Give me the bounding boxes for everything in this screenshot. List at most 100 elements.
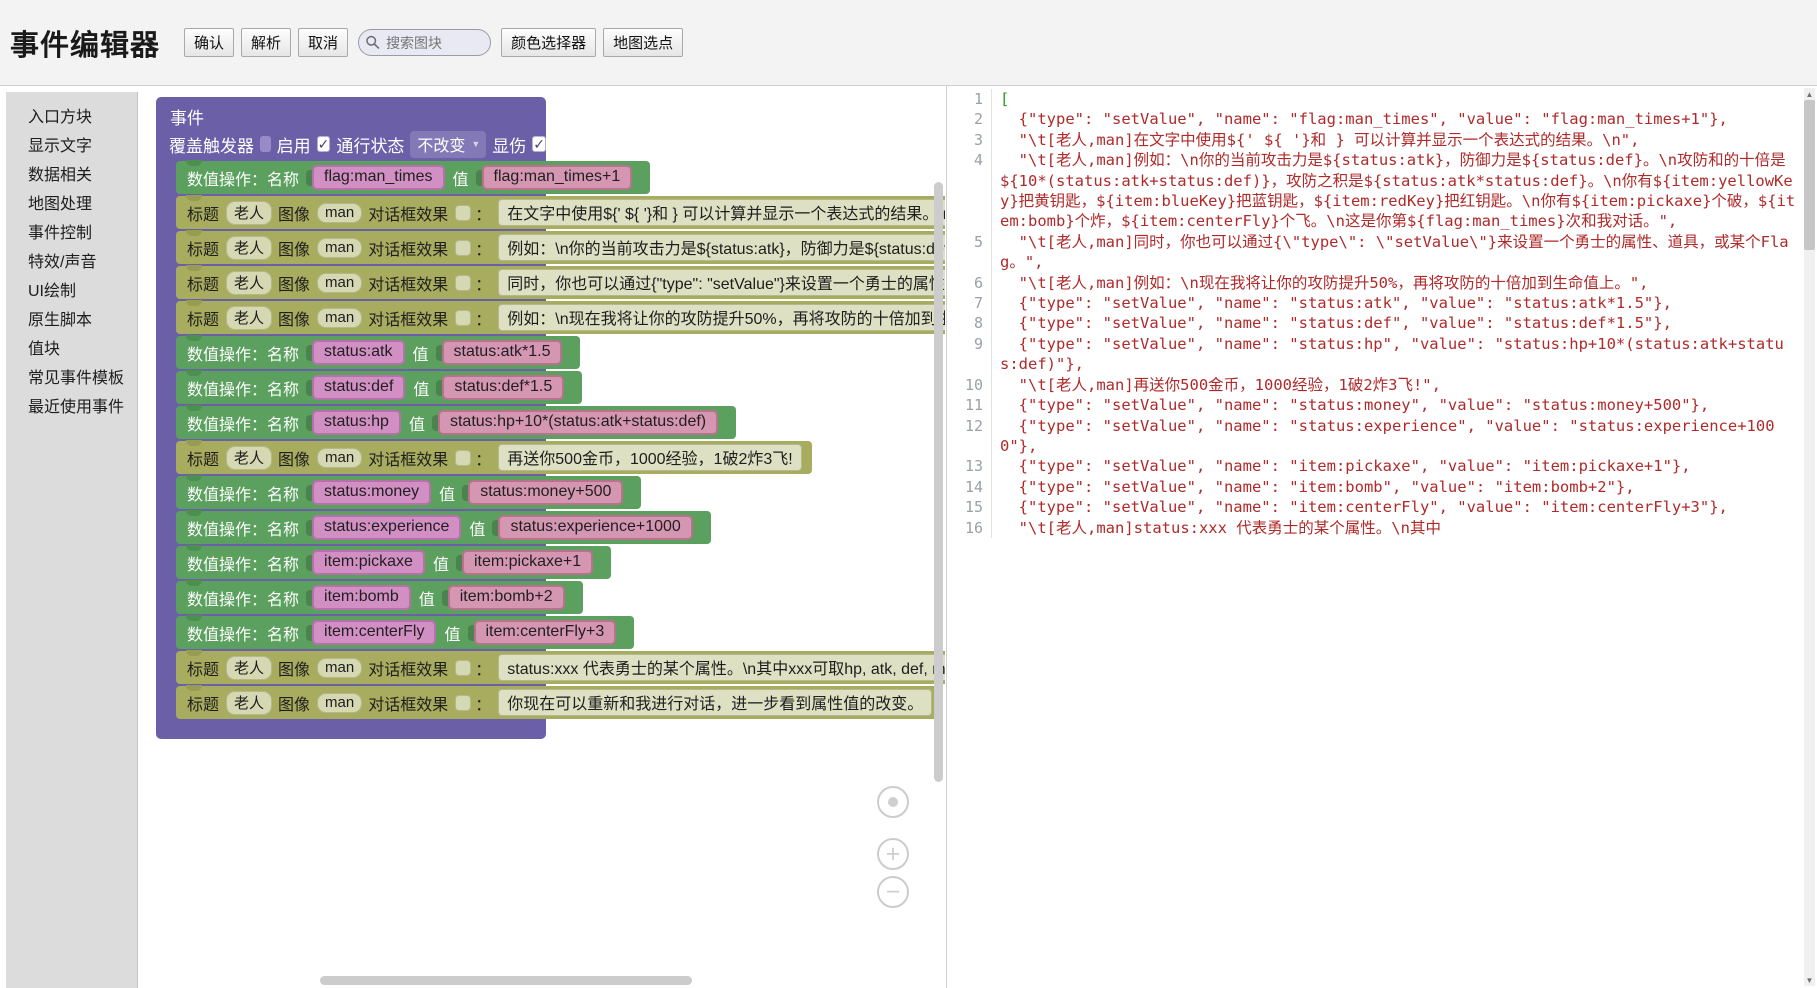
text-content-field[interactable]: 同时，你也可以通过{"type": "setValue"}来设置一个勇士的属性、…: [498, 269, 945, 296]
search-box[interactable]: [358, 29, 492, 56]
setvalue-block[interactable]: 数值操作：名称 status:experience 值 status:experien…: [176, 510, 711, 544]
json-code-text[interactable]: [ {"type": "setValue", "name": "flag:man…: [991, 89, 1802, 538]
setvalue-block[interactable]: 数值操作：名称 item:centerFly 值 item:centerFly+3: [176, 615, 635, 649]
text-speaker-field[interactable]: 老人: [226, 270, 273, 295]
setvalue-value-field[interactable]: item:bomb+2: [447, 585, 565, 610]
line-number: 10: [964, 375, 983, 394]
setvalue-name-field[interactable]: status:experience: [312, 515, 462, 540]
sidebar-item-0[interactable]: 入口方块: [6, 103, 137, 132]
text-speaker-field[interactable]: 老人: [226, 445, 273, 470]
text-content-field[interactable]: 在文字中使用${' ${ '}和 } 可以计算并显示一个表达式的结果。\n: [498, 199, 945, 226]
text-block[interactable]: 标题 老人 图像 man 对话框效果 ： status:xxx 代表勇士的某个属性。\n其中…: [176, 650, 945, 684]
text-content-field[interactable]: 你现在可以重新和我进行对话，进一步看到属性值的改变。: [498, 689, 933, 716]
setvalue-value-field[interactable]: status:atk*1.5: [441, 340, 563, 365]
text-block[interactable]: 标题 老人 图像 man 对话框效果 ： 例如：\n现在我将让你的攻防提升50%，再将攻防的…: [176, 300, 945, 334]
setvalue-block[interactable]: 数值操作：名称 status:money 值 status:money+500: [176, 475, 642, 509]
setvalue-block[interactable]: 数值操作：名称 item:bomb 值 item:bomb+2: [176, 580, 583, 614]
text-title-label: 标题: [187, 311, 220, 329]
zoom-in-icon[interactable]: +: [877, 838, 909, 870]
text-block[interactable]: 标题 老人 图像 man 对话框效果 ： 同时，你也可以通过{"type": "setVal…: [176, 265, 945, 299]
setvalue-name-field[interactable]: status:hp: [312, 410, 401, 435]
sidebar-item-6[interactable]: UI绘制: [6, 277, 137, 306]
text-block[interactable]: 标题 老人 图像 man 对话框效果 ： 再送你500金币，1000经验，1破2炸3飞!: [176, 440, 812, 474]
setvalue-name-field[interactable]: status:def: [312, 375, 406, 400]
show-damage-checkbox[interactable]: ✓: [532, 136, 546, 152]
setvalue-value-field[interactable]: status:experience+1000: [498, 515, 693, 540]
text-content-field[interactable]: 例如：\n你的当前攻击力是${status:atk}，防御力是${status:…: [498, 234, 945, 261]
setvalue-name-field[interactable]: item:centerFly: [312, 620, 437, 645]
sidebar-item-3[interactable]: 地图处理: [6, 190, 137, 219]
color-picker-button[interactable]: 颜色选择器: [501, 28, 597, 57]
sidebar-item-7[interactable]: 原生脚本: [6, 306, 137, 335]
text-effect-label: 对话框效果: [368, 661, 449, 679]
setvalue-value-field[interactable]: status:def*1.5: [442, 375, 565, 400]
sidebar-item-1[interactable]: 显示文字: [6, 132, 137, 161]
text-colon: ：: [475, 661, 492, 679]
code-line: {"type": "setValue", "name": "status:def…: [1000, 314, 1672, 333]
setvalue-block[interactable]: 数值操作：名称 flag:man_times 值 flag:man_times+1: [176, 160, 651, 194]
code-scrollbar-track[interactable]: [1804, 88, 1815, 986]
setvalue-name-field[interactable]: flag:man_times: [312, 165, 445, 190]
setvalue-value-field[interactable]: item:centerFly+3: [473, 620, 617, 645]
text-content-field[interactable]: status:xxx 代表勇士的某个属性。\n其中xxx可取hp, atk, d…: [498, 654, 945, 681]
text-image-field[interactable]: man: [317, 307, 363, 328]
search-input[interactable]: [384, 31, 485, 54]
workspace-vertical-scrollbar[interactable]: [934, 182, 943, 782]
text-image-field[interactable]: man: [317, 272, 363, 293]
text-content-field[interactable]: 再送你500金币，1000经验，1破2炸3飞!: [498, 444, 802, 471]
setvalue-name-field[interactable]: item:bomb: [312, 585, 411, 610]
sidebar-item-8[interactable]: 值块: [6, 335, 137, 364]
sidebar-item-9[interactable]: 常见事件模板: [6, 364, 137, 393]
sidebar-item-5[interactable]: 特效/声音: [6, 248, 137, 277]
setvalue-value-field[interactable]: flag:man_times+1: [481, 165, 633, 190]
text-block[interactable]: 标题 老人 图像 man 对话框效果 ： 例如：\n你的当前攻击力是${status:atk…: [176, 230, 945, 264]
scroll-down-arrow-icon[interactable]: ▼: [1804, 974, 1815, 986]
text-image-field[interactable]: man: [317, 237, 363, 258]
text-speaker-field[interactable]: 老人: [226, 200, 273, 225]
text-speaker-field[interactable]: 老人: [226, 235, 273, 260]
parse-button[interactable]: 解析: [241, 28, 292, 57]
setvalue-value-field[interactable]: status:money+500: [468, 480, 624, 505]
text-content-field[interactable]: 例如：\n现在我将让你的攻防提升50%，再将攻防的十倍加到生: [498, 304, 945, 331]
setvalue-name-label: 数值操作：名称: [187, 486, 300, 504]
text-speaker-field[interactable]: 老人: [226, 690, 273, 715]
setvalue-value-field[interactable]: item:pickaxe+1: [461, 550, 594, 575]
text-speaker-field[interactable]: 老人: [226, 305, 273, 330]
setvalue-block[interactable]: 数值操作：名称 item:pickaxe 值 item:pickaxe+1: [176, 545, 612, 579]
setvalue-name-field[interactable]: status:atk: [312, 340, 405, 365]
setvalue-block[interactable]: 数值操作：名称 status:def 值 status:def*1.5: [176, 370, 583, 404]
blockly-workspace[interactable]: 事件 覆盖触发器 启用 ✓ 通行状态 不改变 ▼ 显伤 ✓ 数值操作：名称 fla…: [140, 86, 945, 988]
workspace-horizontal-scrollbar[interactable]: [320, 976, 692, 985]
text-image-field[interactable]: man: [317, 692, 363, 713]
code-line: "\t[老人,man]在文字中使用${' ${ '}和 } 可以计算并显示一个表…: [1000, 130, 1640, 149]
text-image-field[interactable]: man: [317, 447, 363, 468]
setvalue-name-field[interactable]: item:pickaxe: [312, 550, 425, 575]
setvalue-value-field[interactable]: status:hp+10*(status:atk+status:def): [437, 410, 719, 435]
text-image-field[interactable]: man: [317, 657, 363, 678]
json-code-panel[interactable]: 1 2 3 4 5 6 7 8 9 10 11 12 13 14 15 16 [ {"type": "setV…: [946, 86, 1817, 988]
text-block[interactable]: 标题 老人 图像 man 对话框效果 ： 你现在可以重新和我进行对话，进一步看到属性值的改变…: [176, 685, 943, 719]
scroll-up-arrow-icon[interactable]: ▲: [1804, 88, 1815, 100]
pass-state-dropdown[interactable]: 不改变 ▼: [410, 130, 487, 158]
sidebar-item-2[interactable]: 数据相关: [6, 161, 137, 190]
cancel-button[interactable]: 取消: [298, 28, 349, 57]
text-colon: ：: [475, 276, 492, 294]
event-root-block[interactable]: 事件 覆盖触发器 启用 ✓ 通行状态 不改变 ▼ 显伤 ✓ 数值操作：名称 fla…: [156, 97, 945, 739]
sidebar-item-4[interactable]: 事件控制: [6, 219, 137, 248]
center-target-icon[interactable]: [877, 786, 909, 818]
setvalue-name-field[interactable]: status:money: [312, 480, 432, 505]
pass-state-label: 通行状态: [336, 136, 405, 156]
setvalue-block[interactable]: 数值操作：名称 status:atk 值 status:atk*1.5: [176, 335, 581, 369]
text-block[interactable]: 标题 老人 图像 man 对话框效果 ： 在文字中使用${' ${ '}和 } 可以计算并显…: [176, 195, 945, 229]
text-image-field[interactable]: man: [317, 202, 363, 223]
setvalue-block[interactable]: 数值操作：名称 status:hp 值 status:hp+10*(status:at…: [176, 405, 737, 439]
enable-checkbox[interactable]: ✓: [316, 136, 331, 152]
code-scrollbar-thumb[interactable]: [1804, 100, 1815, 250]
text-speaker-field[interactable]: 老人: [226, 655, 273, 680]
zoom-out-icon[interactable]: −: [877, 876, 909, 908]
input-notch: [455, 554, 463, 571]
confirm-button[interactable]: 确认: [184, 28, 235, 57]
sidebar-item-10[interactable]: 最近使用事件: [6, 393, 137, 422]
map-point-button[interactable]: 地图选点: [603, 28, 684, 57]
override-trigger-checkbox[interactable]: [260, 136, 271, 152]
